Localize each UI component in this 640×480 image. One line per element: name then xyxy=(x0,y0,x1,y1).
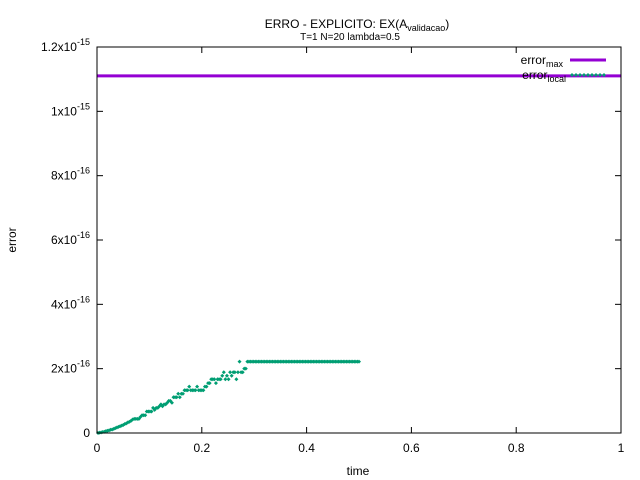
data-point-error-local xyxy=(169,400,174,405)
x-tick-label: 0.2 xyxy=(193,441,210,455)
data-point-error-local xyxy=(177,395,182,400)
data-point-error-local xyxy=(218,377,223,382)
legend-swatch-point xyxy=(590,73,594,77)
series-layer xyxy=(96,74,621,435)
y-tick-label: 4x10-16 xyxy=(51,294,90,311)
data-point-error-local xyxy=(229,373,234,378)
plot-frame xyxy=(96,46,622,434)
legend-swatch-point xyxy=(578,73,582,77)
data-point-error-local xyxy=(223,377,228,382)
legend: errormax errorlocal xyxy=(521,53,606,84)
legend-swatch-point xyxy=(594,73,598,77)
x-tick-label: 0.6 xyxy=(403,441,420,455)
y-tick-label: 2x10-16 xyxy=(51,359,90,376)
y-tick-label: 8x10-16 xyxy=(51,166,90,183)
x-tick-label: 1 xyxy=(618,441,625,455)
data-point-error-local xyxy=(212,377,217,382)
y-tick-label: 1x10-15 xyxy=(51,101,90,118)
legend-swatch-point xyxy=(574,73,578,77)
legend-swatch-point xyxy=(582,73,586,77)
chart-title: ERRO - EXPLICITO: EX(Avalidacao) xyxy=(265,17,450,33)
x-tick-label: 0.8 xyxy=(508,441,525,455)
x-tick-label: 0 xyxy=(94,441,101,455)
data-point-error-local xyxy=(243,366,248,371)
data-point-error-local xyxy=(232,370,237,375)
y-tick-label: 6x10-16 xyxy=(51,230,90,247)
data-point-error-local xyxy=(221,370,226,375)
y-tick-label: 1.2x10-15 xyxy=(41,37,90,54)
data-point-error-local xyxy=(143,413,148,418)
data-point-error-local xyxy=(185,388,190,393)
data-point-error-local xyxy=(357,359,361,364)
legend-swatch-point xyxy=(598,73,602,77)
data-point-error-local xyxy=(224,373,229,378)
data-point-error-local xyxy=(235,370,240,375)
data-point-error-local xyxy=(207,381,212,386)
data-point-error-local xyxy=(180,391,185,396)
data-point-error-local xyxy=(213,381,218,386)
legend-label-error-local: errorlocal xyxy=(522,68,566,84)
legend-label-error-max: errormax xyxy=(521,53,564,69)
data-point-error-local xyxy=(174,395,179,400)
y-axis-ticks: 0 2x10-16 4x10-16 6x10-16 8x10-16 1x10-15 1.2x… xyxy=(41,37,621,440)
data-point-error-local xyxy=(228,370,233,375)
data-point-error-local xyxy=(195,384,200,389)
data-point-error-local xyxy=(201,388,206,393)
data-point-error-local xyxy=(237,359,242,364)
y-tick-label: 0 xyxy=(83,426,90,440)
data-point-error-local xyxy=(187,384,192,389)
legend-swatch-error-local xyxy=(570,73,606,77)
data-point-error-local xyxy=(149,409,154,414)
chart-subtitle: T=1 N=20 lambda=0.5 xyxy=(300,32,400,43)
data-point-error-local xyxy=(234,377,239,382)
data-point-error-local xyxy=(204,384,209,389)
data-point-error-local xyxy=(226,377,231,382)
x-tick-label: 0.4 xyxy=(298,441,315,455)
legend-swatch-point xyxy=(602,73,606,77)
data-point-error-local xyxy=(220,373,225,378)
x-axis-label: time xyxy=(347,464,370,478)
legend-swatch-point xyxy=(586,73,590,77)
legend-swatch-point xyxy=(570,73,574,77)
data-point-error-local xyxy=(193,388,198,393)
data-point-error-local xyxy=(176,391,181,396)
x-axis-ticks: 0 0.2 0.4 0.6 0.8 1 xyxy=(94,47,625,455)
y-axis-label: error xyxy=(5,227,19,252)
data-point-error-local xyxy=(240,370,245,375)
